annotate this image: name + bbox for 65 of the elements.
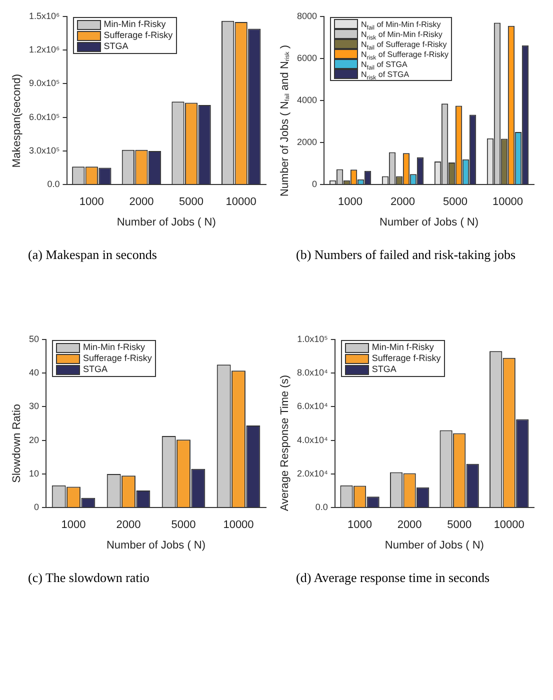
text: (d) Average response time in seconds [296,570,491,587]
x-axis-title: Number of Jobs ( N) [106,539,206,552]
y-tick-label: 1.0x10⁵ [297,334,328,344]
legend-label: N$_{risk}$ of Sufferage f-Risky [361,50,448,62]
y-tick-label: 10 [28,468,40,478]
legend-label: N$_{fail}$ of STGA [361,60,408,72]
legend-label: STGA [372,364,396,376]
y-tick-label: 6000 [296,52,318,63]
y-tick-label: 0.0 [47,179,60,190]
x-tick-label: 1000 [338,196,363,208]
y-axis-title: Makespan(second) [11,74,23,168]
legend-label: STGA [104,41,128,52]
x-tick-label: 5000 [447,519,472,532]
y-tick-label: 1.2x10⁶ [29,44,60,55]
y-tick-label: 40 [28,368,40,378]
text: (c) The slowdown ratio [28,570,150,587]
x-tick-label: 2000 [397,519,422,532]
x-tick-label: 1000 [348,519,372,532]
y-tick-label: 3.0x10⁵ [28,145,60,156]
x-tick-label: 2000 [116,519,141,532]
y-tick-label: 8000 [296,10,318,21]
legend-label: Sufferage f-Risky [372,353,441,364]
x-axis-title: Number of Jobs ( N) [384,539,484,552]
y-tick-label: 9.0x10⁵ [28,78,60,88]
y-tick-label: 2.0x10⁴ [297,468,328,478]
x-tick-label: 5000 [179,196,204,208]
y-tick-label: 6.0x10⁵ [28,112,60,122]
y-axis-title: Average Response Time (s) [279,375,291,512]
y-tick-label: 2000 [296,137,318,148]
y-tick-label: 0.0 [315,502,328,512]
y-axis-title: Slowdown Ratio [11,404,23,483]
legend-label: N$_{risk}$ of Min-Min f-Risky [361,30,442,42]
y-tick-label: 0 [34,502,40,512]
x-tick-label: 10000 [226,196,256,208]
y-tick-label: 50 [28,334,40,344]
y-tick-label: 20 [28,434,40,445]
text: (b) Numbers of failed and risk-taking jobs [296,247,517,264]
x-tick-label: 10000 [494,519,524,532]
y-tick-label: 30 [28,401,40,412]
legend-label: Sufferage f-Risky [104,30,173,42]
x-tick-label: 5000 [171,519,196,532]
y-tick-label: 4.0x10⁴ [297,434,328,445]
x-tick-label: 1000 [79,196,104,208]
y-tick-label: 0 [312,179,318,190]
legend-label: Sufferage f-Risky [83,353,152,364]
x-tick-label: 10000 [492,196,524,208]
y-tick-label: 4000 [296,94,318,105]
x-tick-label: 2000 [129,196,154,208]
y-tick-label: 1.5x10⁶ [29,10,60,21]
x-tick-label: 1000 [61,519,86,532]
text: (a) Makespan in seconds [28,247,158,264]
legend-label: Min-Min f-Risky [104,19,166,30]
x-axis-title: Number of Jobs ( N) [116,216,216,228]
legend-label: Min-Min f-Risky [83,342,145,354]
y-tick-label: 6.0x10⁴ [297,401,328,412]
legend-label: N$_{risk}$ of STGA [361,70,410,82]
legend-label: N$_{fail}$ of Sufferage f-Risky [361,40,447,52]
y-tick-label: 8.0x10⁴ [297,368,328,378]
x-tick-label: 2000 [390,196,416,208]
x-tick-label: 5000 [443,196,468,208]
x-tick-label: 10000 [223,519,254,532]
legend-label: N$_{fail}$ of Min-Min f-Risky [361,20,441,32]
x-axis-title: Number of Jobs ( N) [379,216,479,228]
legend-label: STGA [83,364,108,376]
legend-label: Min-Min f-Risky [372,342,434,354]
